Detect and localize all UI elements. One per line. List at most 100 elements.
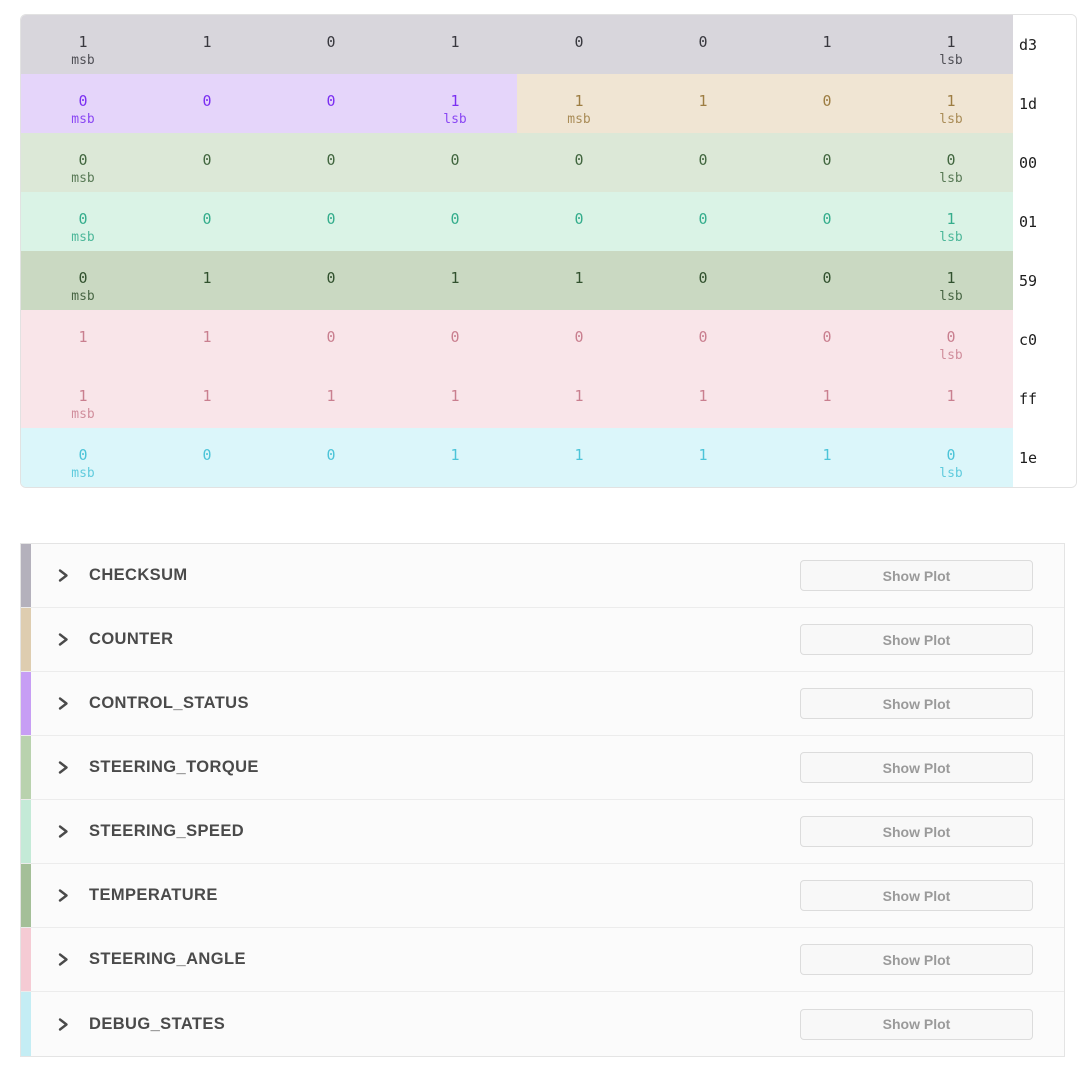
chevron-right-icon[interactable] <box>57 952 69 967</box>
signal-row[interactable]: TEMPERATURE Show Plot <box>21 864 1064 928</box>
bit-cell[interactable]: 1 lsb <box>889 192 1013 251</box>
byte-row: 0 msb 0 0 0 0 0 0 0 lsb 00 <box>21 133 1076 192</box>
signal-row[interactable]: COUNTER Show Plot <box>21 608 1064 672</box>
bit-cell[interactable]: 1 <box>145 251 269 310</box>
bit-cell[interactable]: 1 <box>765 15 889 74</box>
show-plot-button[interactable]: Show Plot <box>800 560 1033 591</box>
bit-cell[interactable]: 1 <box>889 369 1013 428</box>
chevron-right-icon[interactable] <box>57 1017 69 1032</box>
bit-cell[interactable]: 0 <box>517 15 641 74</box>
chevron-right-icon[interactable] <box>57 632 69 647</box>
bit-cell[interactable]: 0 <box>765 251 889 310</box>
bit-cell[interactable]: 0 <box>393 133 517 192</box>
bit-cell[interactable]: 0 <box>641 192 765 251</box>
bit-cell[interactable]: 0 <box>269 428 393 487</box>
bit-cell[interactable]: 1 <box>765 428 889 487</box>
bit-cell[interactable]: 0 <box>269 251 393 310</box>
show-plot-button[interactable]: Show Plot <box>800 624 1033 655</box>
bit-value: 1 <box>450 446 460 464</box>
bit-value: 0 <box>574 328 584 346</box>
bit-cell[interactable]: 0 <box>641 133 765 192</box>
bit-value: 0 <box>822 92 832 110</box>
show-plot-button[interactable]: Show Plot <box>800 944 1033 975</box>
bit-cell[interactable]: 0 <box>765 74 889 133</box>
bit-cell[interactable]: 1 <box>21 310 145 369</box>
bit-cell[interactable]: 1 <box>393 15 517 74</box>
bit-cell[interactable]: 1 <box>393 428 517 487</box>
signal-row[interactable]: CHECKSUM Show Plot <box>21 544 1064 608</box>
bit-cell[interactable]: 0 <box>517 133 641 192</box>
bit-cell[interactable]: 0 <box>517 192 641 251</box>
bit-cell[interactable]: 1 <box>765 369 889 428</box>
bit-cell[interactable]: 0 <box>641 15 765 74</box>
bit-cell[interactable]: 1 msb <box>517 74 641 133</box>
bit-cell[interactable]: 0 lsb <box>889 428 1013 487</box>
bit-endianness-label: msb <box>71 112 95 127</box>
signal-row[interactable]: STEERING_TORQUE Show Plot <box>21 736 1064 800</box>
bit-cell[interactable]: 1 <box>393 369 517 428</box>
bit-cell[interactable]: 1 <box>641 428 765 487</box>
bit-cell[interactable]: 0 <box>393 310 517 369</box>
chevron-right-icon[interactable] <box>57 760 69 775</box>
bit-cell[interactable]: 1 lsb <box>889 74 1013 133</box>
bit-cell[interactable]: 0 <box>269 74 393 133</box>
bit-cell[interactable]: 1 <box>517 251 641 310</box>
signal-name: DEBUG_STATES <box>89 1014 226 1033</box>
bit-cell[interactable]: 1 <box>269 369 393 428</box>
bit-cell[interactable]: 0 <box>765 192 889 251</box>
bit-cell[interactable]: 0 <box>145 133 269 192</box>
bit-cell[interactable]: 1 lsb <box>393 74 517 133</box>
bit-cell[interactable]: 1 <box>393 251 517 310</box>
bit-cell[interactable]: 0 <box>145 192 269 251</box>
bit-cell[interactable]: 1 msb <box>21 369 145 428</box>
signal-row[interactable]: DEBUG_STATES Show Plot <box>21 992 1064 1056</box>
chevron-right-icon[interactable] <box>57 568 69 583</box>
bit-cell[interactable]: 1 lsb <box>889 15 1013 74</box>
bit-cell[interactable]: 0 <box>269 310 393 369</box>
bit-cell[interactable]: 1 msb <box>21 15 145 74</box>
bit-cell[interactable]: 0 <box>641 251 765 310</box>
bit-cell[interactable]: 0 msb <box>21 74 145 133</box>
bit-cell[interactable]: 0 msb <box>21 251 145 310</box>
bit-cell[interactable]: 0 <box>145 428 269 487</box>
bit-value: 1 <box>202 269 212 287</box>
bit-cell[interactable]: 0 <box>393 192 517 251</box>
bit-cell[interactable]: 0 <box>517 310 641 369</box>
bit-cell[interactable]: 0 <box>765 310 889 369</box>
bit-cell[interactable]: 0 lsb <box>889 133 1013 192</box>
bit-cell[interactable]: 0 msb <box>21 133 145 192</box>
bit-endianness-label: lsb <box>939 348 963 363</box>
chevron-right-icon[interactable] <box>57 824 69 839</box>
bit-cell[interactable]: 0 <box>269 192 393 251</box>
bit-cell[interactable]: 0 lsb <box>889 310 1013 369</box>
signal-row[interactable]: STEERING_SPEED Show Plot <box>21 800 1064 864</box>
signal-row[interactable]: CONTROL_STATUS Show Plot <box>21 672 1064 736</box>
bit-cell[interactable]: 1 lsb <box>889 251 1013 310</box>
bit-cell[interactable]: 1 <box>641 369 765 428</box>
show-plot-button[interactable]: Show Plot <box>800 1008 1033 1040</box>
bit-cell[interactable]: 0 <box>765 133 889 192</box>
bit-cell[interactable]: 1 <box>641 74 765 133</box>
show-plot-button[interactable]: Show Plot <box>800 688 1033 719</box>
bit-cell[interactable]: 1 <box>517 369 641 428</box>
bit-cell[interactable]: 1 <box>145 310 269 369</box>
show-plot-button[interactable]: Show Plot <box>800 816 1033 847</box>
bit-cell[interactable]: 0 msb <box>21 192 145 251</box>
bit-value: 1 <box>698 92 708 110</box>
bit-cell[interactable]: 0 <box>269 133 393 192</box>
chevron-right-icon[interactable] <box>57 888 69 903</box>
bit-cell[interactable]: 0 <box>641 310 765 369</box>
bit-value: 0 <box>822 210 832 228</box>
bit-cell[interactable]: 0 msb <box>21 428 145 487</box>
show-plot-button[interactable]: Show Plot <box>800 752 1033 783</box>
bit-cell[interactable]: 0 <box>145 74 269 133</box>
signal-row[interactable]: STEERING_ANGLE Show Plot <box>21 928 1064 992</box>
bit-cell[interactable]: 1 <box>145 15 269 74</box>
bit-cell[interactable]: 1 <box>517 428 641 487</box>
chevron-right-icon[interactable] <box>57 696 69 711</box>
bit-cell[interactable]: 0 <box>269 15 393 74</box>
bit-value: 0 <box>326 151 336 169</box>
bit-cell[interactable]: 1 <box>145 369 269 428</box>
byte-hex-value: 00 <box>1013 133 1076 192</box>
show-plot-button[interactable]: Show Plot <box>800 880 1033 911</box>
